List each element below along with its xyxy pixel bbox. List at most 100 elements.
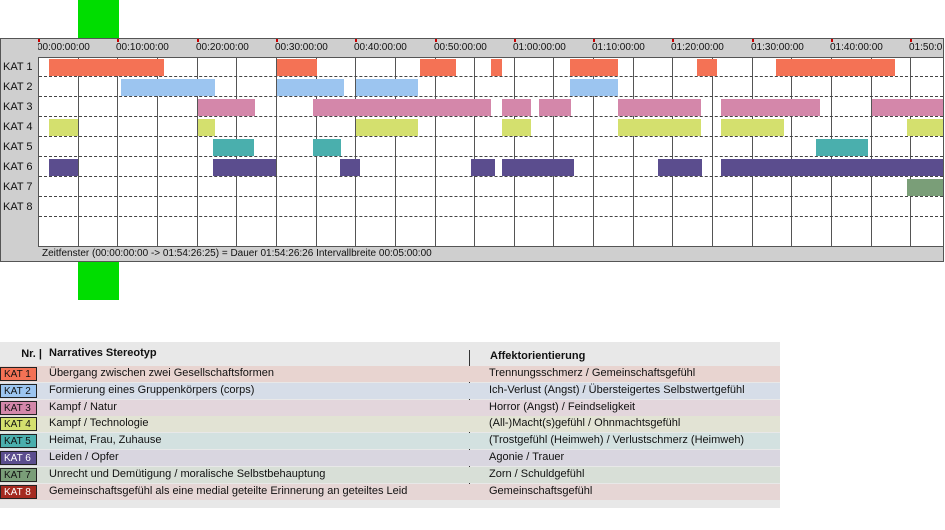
tick-mark (435, 39, 437, 42)
segment-bar-kat-6[interactable] (471, 159, 495, 176)
row-label-kat-6: KAT 6 (3, 161, 33, 173)
segment-bar-kat-3[interactable] (198, 99, 255, 116)
tick-label: 01:10:00:00 (592, 42, 645, 53)
segment-bar-kat-4[interactable] (502, 119, 531, 136)
gridline-horizontal (39, 136, 943, 137)
legend-affect-text: (All-)Macht(s)gefühl / Ohnmachtsgefühl (489, 417, 681, 430)
segment-bar-kat-4[interactable] (49, 119, 78, 136)
segment-bar-kat-7[interactable] (907, 179, 943, 196)
segment-bar-kat-2[interactable] (121, 79, 215, 96)
tick-label: 00:40:00:00 (354, 42, 407, 53)
timeline-status-bar: Zeitfenster (00:00:00:00 -> 01:54:26:25)… (38, 246, 943, 261)
legend-story-text: Kampf / Natur (49, 400, 117, 413)
gridline-horizontal (39, 216, 943, 217)
legend-affect-text: Trennungsschmerz / Gemeinschaftsgefühl (489, 367, 696, 379)
row-label-kat-4: KAT 4 (3, 121, 33, 133)
segment-bar-kat-3[interactable] (872, 99, 943, 116)
legend-color-badge: KAT 4 (0, 417, 37, 432)
segment-bar-kat-1[interactable] (491, 59, 502, 76)
segment-bar-kat-6[interactable] (502, 159, 574, 176)
segment-bar-kat-1[interactable] (697, 59, 717, 76)
tick-mark (117, 39, 119, 42)
time-axis: 00:00:00:00 00:10:00:00 00:20:00:00 00:30:0… (38, 39, 943, 57)
tick-label: 01:50:0 (909, 42, 943, 53)
segment-bar-kat-4[interactable] (907, 119, 943, 136)
legend-row: KAT 7 Unrecht und Demütigung / moralische… (0, 466, 780, 483)
legend-color-badge: KAT 1 (0, 367, 37, 381)
legend-header-story: Narratives Stereotyp (49, 347, 157, 359)
legend-color-badge: KAT 2 (0, 383, 37, 398)
legend-story-text: Heimat, Frau, Zuhause (49, 434, 162, 447)
playhead-marker-bottom[interactable] (78, 262, 119, 300)
playhead-marker-top[interactable] (78, 0, 119, 38)
category-legend: Nr. | Narratives Stereotyp Affektorienti… (0, 342, 780, 508)
tick-mark (672, 39, 674, 42)
tick-mark (355, 39, 357, 42)
tick-mark (276, 39, 278, 42)
legend-color-badge: KAT 3 (0, 400, 37, 415)
segment-bar-kat-6[interactable] (49, 159, 78, 176)
tick-label: 01:30:00:00 (751, 42, 804, 53)
tick-label: 01:00:00:00 (513, 42, 566, 53)
legend-row: KAT 3 Kampf / Natur Horror (Angst) / Feind… (0, 399, 780, 416)
segment-bar-kat-1[interactable] (277, 59, 317, 76)
segment-bar-kat-3[interactable] (618, 99, 701, 116)
segment-bar-kat-6[interactable] (213, 159, 276, 176)
legend-affect-text: Gemeinschaftsgefühl (489, 484, 593, 497)
legend-affect-text: (Trostgefühl (Heimweh) / Verlustschmerz … (489, 434, 745, 447)
legend-color-badge: KAT 8 (0, 484, 37, 499)
legend-row: KAT 5 Heimat, Frau, Zuhause (Trostgefühl (… (0, 433, 780, 450)
segment-bar-kat-6[interactable] (340, 159, 360, 176)
timeline-panel: 00:00:00:00 00:10:00:00 00:20:00:00 00:30:0… (0, 38, 944, 262)
segment-bar-kat-3[interactable] (502, 99, 531, 116)
segment-bar-kat-4[interactable] (198, 119, 215, 136)
segment-bar-kat-4[interactable] (356, 119, 418, 136)
segment-bar-kat-3[interactable] (539, 99, 571, 116)
segment-bar-kat-1[interactable] (776, 59, 895, 76)
segment-bar-kat-1[interactable] (420, 59, 456, 76)
segment-bar-kat-6[interactable] (721, 159, 943, 176)
category-row-labels: KAT 1 KAT 2 KAT 3 KAT 4 KAT 5 KAT 6 KAT 7 KAT 8 (1, 57, 38, 217)
segment-bar-kat-3[interactable] (313, 99, 491, 116)
legend-story-text: Unrecht und Demütigung / moralische Selb… (49, 467, 326, 480)
gridline-horizontal (39, 76, 943, 77)
tick-label: 00:50:00:00 (434, 42, 487, 53)
legend-row: KAT 2 Formierung eines Gruppenkörpers (co… (0, 382, 780, 399)
legend-story-text: Formierung eines Gruppenkörpers (corps) (49, 383, 255, 396)
segment-bar-kat-5[interactable] (816, 139, 868, 156)
tick-label: 00:00:00:00 (38, 42, 90, 53)
legend-story-text: Leiden / Opfer (49, 451, 119, 463)
tick-mark (910, 39, 912, 42)
segment-bar-kat-3[interactable] (721, 99, 820, 116)
legend-row: KAT 4 Kampf / Technologie (All-)Macht(s)ge… (0, 416, 780, 433)
tick-mark (197, 39, 199, 42)
gridline-horizontal (39, 196, 943, 197)
legend-header: Nr. | Narratives Stereotyp Affektorienti… (0, 342, 780, 364)
legend-story-text: Gemeinschaftsgefühl als eine medial gete… (49, 484, 408, 497)
row-label-kat-1: KAT 1 (3, 61, 33, 73)
legend-header-affect: Affektorientierung (490, 350, 586, 362)
segment-bar-kat-6[interactable] (658, 159, 702, 176)
segment-bar-kat-2[interactable] (570, 79, 618, 96)
timeline-plot[interactable] (38, 57, 943, 254)
segment-bar-kat-1[interactable] (570, 59, 618, 76)
segment-bar-kat-4[interactable] (721, 119, 784, 136)
gridline-horizontal (39, 176, 943, 177)
segment-bar-kat-2[interactable] (356, 79, 418, 96)
segment-bar-kat-5[interactable] (213, 139, 254, 156)
legend-header-nr: Nr. | (21, 348, 42, 360)
legend-row: KAT 1 Übergang zwischen zwei Gesellschaft… (0, 366, 780, 382)
tick-label: 01:40:00:00 (830, 42, 883, 53)
legend-affect-text: Zorn / Schuldgefühl (489, 467, 585, 480)
legend-row: KAT 6 Leiden / Opfer Agonie / Trauer (0, 450, 780, 466)
segment-bar-kat-2[interactable] (277, 79, 344, 96)
segment-bar-kat-5[interactable] (313, 139, 341, 156)
segment-bar-kat-1[interactable] (49, 59, 164, 76)
legend-story-text: Übergang zwischen zwei Gesellschaftsform… (49, 367, 274, 379)
gridline-horizontal (39, 116, 943, 117)
tick-label: 00:20:00:00 (196, 42, 249, 53)
gridline-horizontal (39, 96, 943, 97)
row-label-kat-5: KAT 5 (3, 141, 33, 153)
segment-bar-kat-4[interactable] (618, 119, 701, 136)
tick-mark (752, 39, 754, 42)
